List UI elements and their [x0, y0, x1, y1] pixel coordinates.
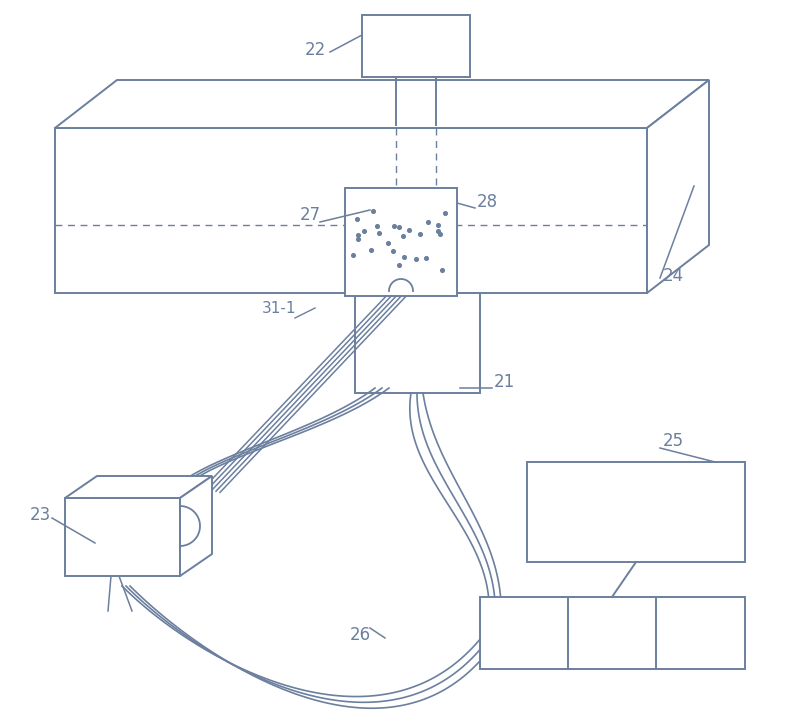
Polygon shape — [65, 476, 212, 498]
Point — [398, 251, 410, 263]
Point — [365, 244, 378, 256]
Point — [402, 224, 415, 236]
Polygon shape — [65, 498, 180, 576]
Text: 21: 21 — [494, 373, 515, 391]
Point — [419, 252, 432, 264]
Point — [388, 221, 401, 232]
Point — [434, 228, 446, 240]
Bar — [480, 597, 745, 669]
Bar — [362, 15, 470, 77]
Point — [366, 205, 379, 216]
Text: 28: 28 — [477, 193, 498, 211]
Text: 24: 24 — [663, 267, 684, 285]
Text: 23: 23 — [30, 506, 51, 524]
Point — [393, 259, 406, 271]
Point — [372, 227, 385, 239]
Point — [352, 233, 365, 245]
Point — [381, 237, 394, 249]
Bar — [527, 462, 745, 562]
Bar — [345, 188, 457, 296]
Text: 22: 22 — [305, 41, 326, 59]
Point — [370, 220, 383, 232]
Text: 26: 26 — [350, 626, 371, 644]
Point — [410, 253, 422, 265]
Polygon shape — [55, 80, 709, 128]
Point — [438, 207, 451, 219]
Point — [347, 249, 360, 261]
Point — [422, 216, 434, 227]
Polygon shape — [647, 80, 709, 293]
Text: 27: 27 — [300, 206, 321, 224]
Point — [414, 229, 427, 240]
Point — [396, 230, 409, 242]
Point — [432, 225, 445, 237]
Point — [351, 229, 364, 241]
Text: 31-1: 31-1 — [262, 301, 297, 316]
Polygon shape — [55, 128, 647, 293]
Point — [436, 264, 449, 276]
Bar — [355, 293, 480, 393]
Point — [351, 213, 364, 224]
Point — [386, 245, 399, 257]
Polygon shape — [180, 476, 212, 576]
Point — [358, 225, 370, 237]
Point — [393, 221, 406, 232]
Text: 25: 25 — [663, 432, 684, 450]
Point — [432, 219, 445, 231]
